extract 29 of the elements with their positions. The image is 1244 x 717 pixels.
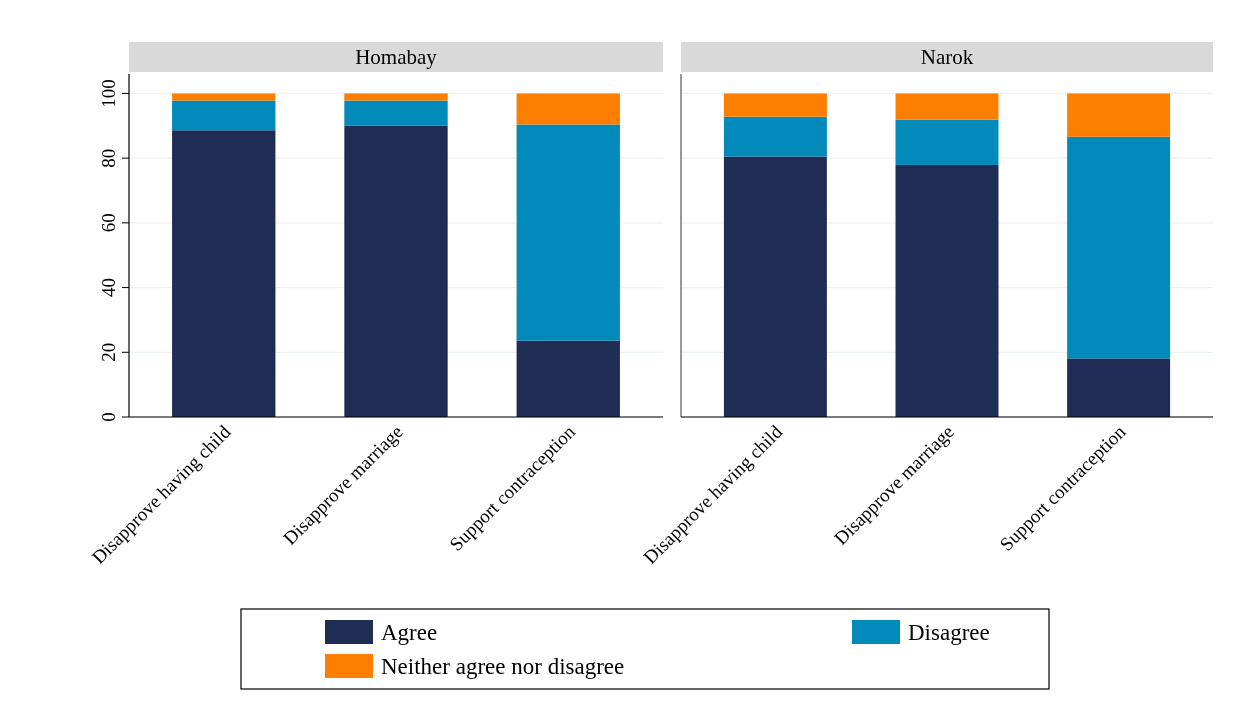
chart-title: Homabay bbox=[355, 45, 438, 69]
bar bbox=[895, 164, 999, 417]
bar bbox=[895, 93, 999, 120]
y-tick-label: 0 bbox=[98, 412, 119, 422]
bar bbox=[723, 93, 827, 117]
bar bbox=[344, 93, 448, 101]
bar bbox=[172, 93, 276, 101]
bar bbox=[344, 100, 448, 126]
bar bbox=[1067, 136, 1171, 359]
y-tick-label: 100 bbox=[98, 79, 119, 108]
y-tick-label: 60 bbox=[98, 213, 119, 233]
legend-label: Neither agree nor disagree bbox=[381, 654, 625, 679]
bar bbox=[723, 116, 827, 157]
legend-label: Agree bbox=[381, 620, 438, 645]
bar bbox=[723, 156, 827, 417]
y-tick-label: 80 bbox=[98, 148, 119, 168]
y-tick-label: 20 bbox=[98, 342, 119, 362]
bar bbox=[895, 119, 999, 165]
bar bbox=[516, 124, 620, 341]
y-tick-label: 40 bbox=[98, 278, 119, 298]
bar bbox=[516, 340, 620, 417]
bar bbox=[344, 125, 448, 417]
bar bbox=[172, 130, 276, 417]
bar bbox=[1067, 358, 1171, 417]
bar bbox=[172, 100, 276, 131]
chart-title: Narok bbox=[920, 45, 974, 69]
legend-label: Disagree bbox=[908, 620, 990, 645]
bar bbox=[516, 93, 620, 125]
bar bbox=[1067, 93, 1171, 137]
